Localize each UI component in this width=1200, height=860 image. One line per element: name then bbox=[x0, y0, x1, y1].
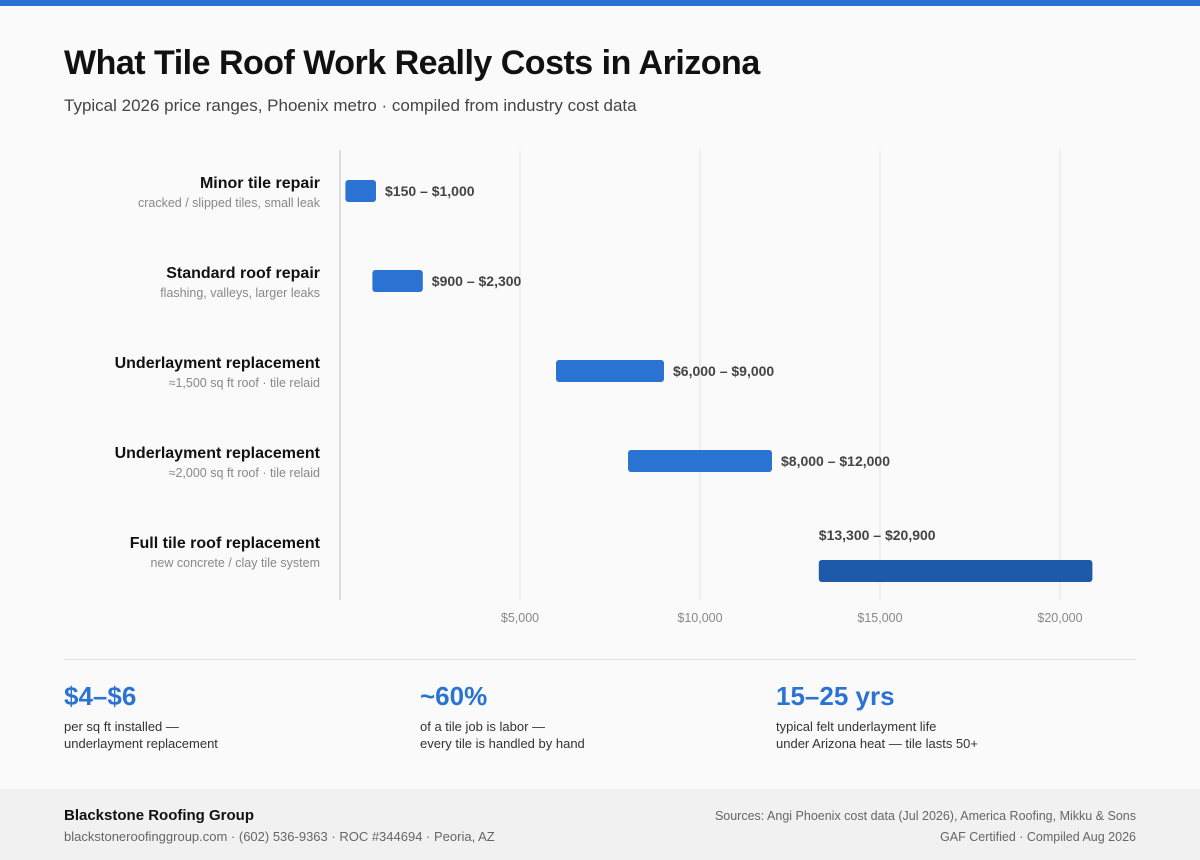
x-tick-label: $20,000 bbox=[1037, 611, 1082, 625]
stat-underlayment-life: 15–25 yrs typical felt underlayment life… bbox=[776, 680, 1096, 752]
category-label: Full tile roof replacement bbox=[130, 535, 321, 552]
range-bar bbox=[556, 360, 664, 382]
certification-note: GAF Certified · Compiled Aug 2026 bbox=[940, 830, 1136, 844]
stat-value: ~60% bbox=[420, 681, 488, 711]
category-note: flashing, valleys, larger leaks bbox=[160, 286, 320, 300]
stat-description: of a tile job is labor — every tile is h… bbox=[420, 719, 585, 751]
section-divider bbox=[64, 659, 1136, 660]
x-tick-label: $5,000 bbox=[501, 611, 539, 625]
category-label: Underlayment replacement bbox=[115, 445, 321, 462]
category-label: Underlayment replacement bbox=[115, 355, 321, 372]
sources-note: Sources: Angi Phoenix cost data (Jul 202… bbox=[714, 809, 1136, 823]
stat-cost-per-sqft: $4–$6 per sq ft installed — underlayment… bbox=[64, 680, 384, 752]
cost-range-chart: $5,000 $10,000 $15,000 $20,000 Minor tile re… bbox=[115, 150, 1093, 625]
top-accent-bar bbox=[0, 0, 1200, 6]
stat-description: per sq ft installed — underlayment repla… bbox=[64, 719, 218, 751]
company-name: Blackstone Roofing Group bbox=[64, 807, 255, 824]
stat-value: $4–$6 bbox=[64, 681, 137, 711]
range-label: $150 – $1,000 bbox=[385, 183, 475, 199]
page-title: What Tile Roof Work Really Costs in Ariz… bbox=[64, 44, 760, 82]
range-label: $8,000 – $12,000 bbox=[781, 453, 890, 469]
category-label: Standard roof repair bbox=[166, 265, 320, 282]
x-tick-label: $10,000 bbox=[677, 611, 722, 625]
category-note: cracked / slipped tiles, small leak bbox=[138, 196, 321, 210]
stat-value: 15–25 yrs bbox=[776, 681, 895, 711]
range-label: $13,300 – $20,900 bbox=[819, 527, 936, 543]
stat-description: typical felt underlayment life under Ari… bbox=[776, 719, 978, 751]
category-note: ≈1,500 sq ft roof · tile relaid bbox=[169, 376, 320, 390]
category-note: new concrete / clay tile system bbox=[150, 556, 320, 570]
category-label: Minor tile repair bbox=[200, 175, 320, 192]
company-contact: blackstoneroofinggroup.com · (602) 536-9… bbox=[64, 829, 495, 844]
range-label: $900 – $2,300 bbox=[432, 273, 522, 289]
x-tick-label: $15,000 bbox=[857, 611, 902, 625]
footer: Blackstone Roofing Group blackstoneroofi… bbox=[0, 789, 1200, 860]
range-label: $6,000 – $9,000 bbox=[673, 363, 774, 379]
stat-labor-share: ~60% of a tile job is labor — every tile… bbox=[420, 680, 740, 752]
category-note: ≈2,000 sq ft roof · tile relaid bbox=[169, 466, 320, 480]
range-bar bbox=[628, 450, 772, 472]
range-bar bbox=[345, 180, 376, 202]
page-subtitle: Typical 2026 price ranges, Phoenix metro… bbox=[64, 96, 637, 115]
range-bar bbox=[818, 560, 1093, 582]
range-bar bbox=[372, 270, 423, 292]
